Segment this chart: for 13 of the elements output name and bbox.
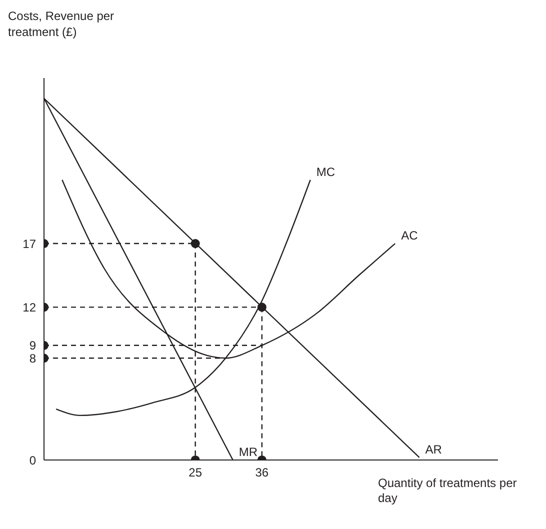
series-label: AR <box>425 442 442 456</box>
series-label: AC <box>401 228 418 243</box>
y-tick-label: 8 <box>29 351 36 366</box>
series-label: MR <box>238 445 258 459</box>
y-tick-label: 12 <box>22 300 36 314</box>
x-tick-label: 36 <box>255 466 269 480</box>
x-tick-label: 25 <box>188 466 202 480</box>
y-tick-label: 0 <box>29 453 36 468</box>
series-label: MC <box>316 164 336 179</box>
y-tick-label: 17 <box>22 236 36 251</box>
x-axis-title: Quantity of treatments per day <box>378 476 518 506</box>
y-axis-title: Costs, Revenue per treatment (£) <box>8 8 116 40</box>
y-tick-label: 9 <box>29 338 36 353</box>
